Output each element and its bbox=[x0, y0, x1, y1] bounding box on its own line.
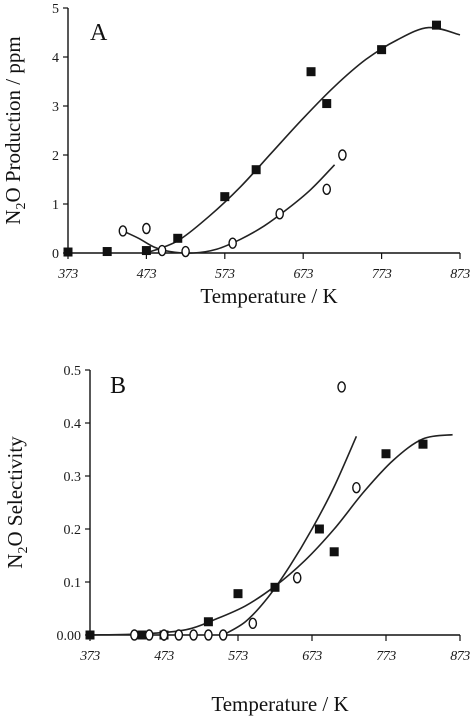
data-point-square bbox=[329, 547, 339, 557]
axes-a bbox=[67, 8, 460, 254]
data-point-square bbox=[418, 439, 428, 449]
data-point-diamond bbox=[248, 617, 258, 630]
data-point-diamond bbox=[228, 237, 237, 249]
y-tick-label: 0.4 bbox=[64, 417, 82, 432]
x-axis-ticks-a: 373 473 573 673 773 873 bbox=[57, 253, 471, 282]
x-tick-label: 473 bbox=[154, 649, 174, 664]
data-point-diamond bbox=[142, 222, 151, 235]
fit-curves-b bbox=[89, 433, 453, 636]
data-point-diamond bbox=[118, 225, 128, 237]
y-axis-label-b: N2O Selectivity bbox=[3, 436, 31, 569]
y-tick-label: 0.3 bbox=[64, 470, 82, 485]
panel-label-b: B bbox=[110, 373, 126, 399]
data-point-square bbox=[173, 233, 183, 243]
data-point-square bbox=[141, 246, 151, 256]
panel-label-a: A bbox=[90, 20, 108, 46]
data-point-square bbox=[63, 247, 73, 257]
data-point-diamond bbox=[218, 629, 228, 641]
data-point-square bbox=[306, 67, 316, 77]
data-point-square bbox=[85, 630, 95, 640]
data-point-square bbox=[251, 165, 261, 175]
data-point-square bbox=[431, 20, 441, 30]
y-tick-label: 0.1 bbox=[64, 576, 82, 591]
y-tick-label: 1 bbox=[52, 198, 59, 213]
x-axis-label-a: Temperature / K bbox=[200, 284, 337, 308]
data-point-square bbox=[314, 524, 324, 534]
y-tick-label: 2 bbox=[52, 149, 59, 164]
y-tick-label: 0.00 bbox=[57, 629, 82, 644]
x-tick-label: 673 bbox=[293, 267, 313, 282]
y-tick-label: 3 bbox=[52, 100, 59, 115]
x-tick-label: 373 bbox=[57, 267, 78, 282]
y-tick-label: 0 bbox=[52, 247, 59, 262]
x-tick-label: 573 bbox=[228, 649, 248, 664]
x-axis-label-b: Temperature / K bbox=[211, 692, 348, 716]
x-tick-label: 673 bbox=[302, 649, 322, 664]
data-point-diamond bbox=[130, 629, 139, 641]
axes-b bbox=[89, 370, 460, 636]
data-point-square bbox=[377, 45, 387, 55]
data-point-diamond bbox=[352, 481, 361, 494]
y-axis-ticks-a: 0 1 2 3 4 5 bbox=[52, 2, 68, 262]
data-point-diamond bbox=[275, 208, 284, 220]
panel-b: 0.00 0.1 0.2 0.3 0.4 0.5 373 473 573 673 773 873 B… bbox=[3, 364, 471, 716]
data-point-square bbox=[220, 192, 230, 202]
data-point-diamond bbox=[174, 629, 184, 641]
data-point-diamond bbox=[322, 183, 332, 196]
x-tick-label: 473 bbox=[137, 267, 157, 282]
data-point-diamond bbox=[337, 381, 346, 393]
x-tick-label: 873 bbox=[450, 267, 470, 282]
data-point-square bbox=[137, 630, 147, 640]
y-axis-ticks-b: 0.00 0.1 0.2 0.3 0.4 0.5 bbox=[57, 364, 90, 644]
y-tick-label: 0.5 bbox=[64, 364, 82, 379]
y-tick-label: 4 bbox=[52, 51, 59, 66]
x-tick-label: 773 bbox=[376, 649, 396, 664]
x-tick-label: 373 bbox=[79, 649, 100, 664]
data-point-diamond bbox=[157, 244, 167, 257]
fit-curve-filled-square bbox=[146, 26, 461, 254]
fit-curve-open-diamond bbox=[122, 164, 336, 254]
data-point-square bbox=[102, 247, 112, 257]
data-point-diamond bbox=[144, 629, 154, 641]
fit-curve-open-diamond bbox=[222, 435, 358, 636]
data-point-diamond bbox=[292, 572, 302, 584]
x-tick-label: 573 bbox=[215, 267, 235, 282]
y-axis-label-a: N2O Production / ppm bbox=[1, 36, 29, 224]
fit-curve-filled-square bbox=[89, 433, 453, 636]
data-point-square bbox=[270, 582, 280, 592]
data-point-diamond bbox=[159, 629, 169, 641]
data-point-square bbox=[203, 617, 213, 627]
data-point-diamond bbox=[181, 245, 190, 258]
data-points-a bbox=[63, 20, 441, 258]
x-tick-label: 773 bbox=[372, 267, 392, 282]
x-tick-label: 873 bbox=[450, 649, 470, 664]
data-point-diamond bbox=[189, 629, 198, 641]
data-point-square bbox=[233, 589, 243, 599]
fit-curves-a bbox=[122, 26, 461, 254]
data-point-diamond bbox=[204, 629, 213, 641]
data-point-square bbox=[322, 99, 332, 109]
panel-a: 0 1 2 3 4 5 373 473 573 673 773 873 A Temperature … bbox=[1, 2, 471, 308]
y-tick-label: 0.2 bbox=[64, 523, 82, 538]
x-axis-ticks-b: 373 473 573 673 773 873 bbox=[79, 635, 471, 664]
data-point-diamond bbox=[338, 149, 347, 161]
data-point-square bbox=[381, 449, 391, 459]
data-points-b bbox=[85, 381, 428, 641]
y-tick-label: 5 bbox=[52, 2, 59, 17]
